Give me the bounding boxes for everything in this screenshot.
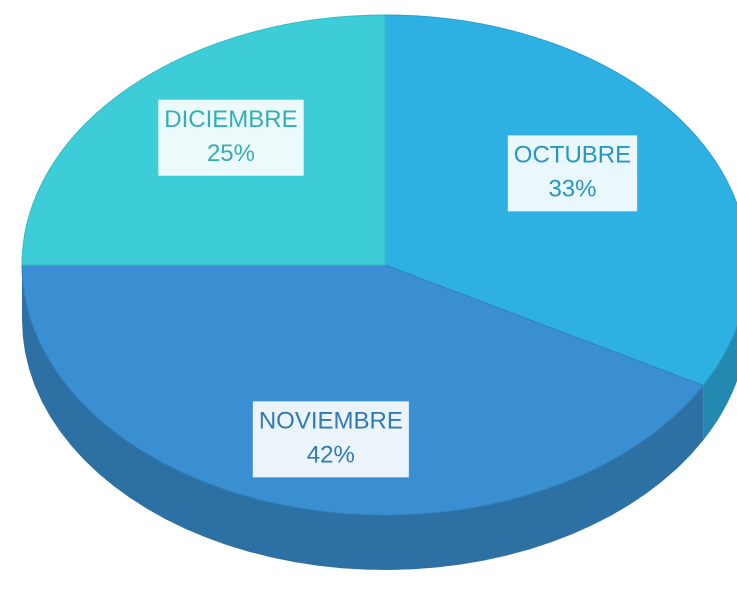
data-label: NOVIEMBRE 42% [252, 401, 409, 478]
slice-side [703, 326, 737, 441]
label-box [158, 99, 304, 176]
category-label: NOVIEMBRE [259, 408, 403, 435]
value-label: 25% [207, 140, 255, 167]
data-label: DICIEMBRE 25% [158, 99, 304, 176]
category-label: OCTUBRE [514, 142, 631, 169]
label-box [507, 135, 638, 212]
slice [21, 264, 704, 516]
label-box [252, 401, 409, 478]
category-label: DICIEMBRE [164, 106, 297, 133]
value-label: 33% [548, 176, 596, 203]
data-label: OCTUBRE 33% [507, 135, 638, 212]
value-label: 42% [307, 442, 355, 469]
